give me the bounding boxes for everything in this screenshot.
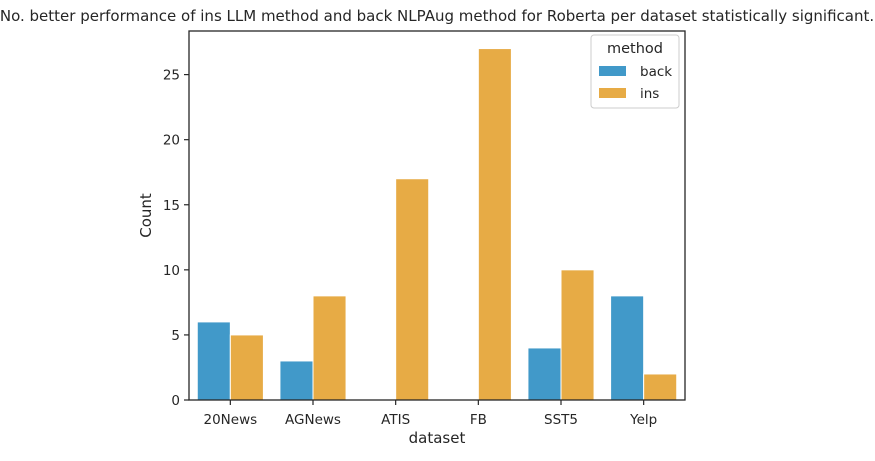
legend-title: method <box>607 41 663 57</box>
legend-swatch-ins <box>599 88 626 98</box>
x-tick-label-20News: 20News <box>203 412 257 428</box>
x-tick-label-SST5: SST5 <box>544 412 578 428</box>
bar-ins-ATIS <box>395 178 430 401</box>
legend-swatch-back <box>599 66 626 76</box>
bar-back-Yelp <box>610 295 645 401</box>
y-tick-label: 10 <box>163 263 180 279</box>
y-tick-label: 15 <box>163 198 180 214</box>
legend: method back ins <box>590 34 680 109</box>
bar-back-AGNews <box>279 360 314 401</box>
plot-frame <box>188 30 686 401</box>
y-axis-label: Count <box>137 193 155 238</box>
bar-ins-AGNews <box>312 295 347 401</box>
legend-label-back: back <box>640 64 672 80</box>
y-axis-ticks: 0 5 10 15 20 25 <box>163 68 189 409</box>
bar-back-20News <box>196 321 231 401</box>
bar-ins-FB <box>477 48 512 401</box>
y-tick-label: 20 <box>163 133 180 149</box>
y-tick-label: 25 <box>163 68 180 84</box>
bar-back-SST5 <box>527 347 562 401</box>
y-tick-label: 0 <box>171 393 180 409</box>
x-axis-ticks: 20News AGNews ATIS FB SST5 Yelp <box>203 400 657 428</box>
bars-layer <box>196 48 678 401</box>
bar-ins-Yelp <box>643 373 678 401</box>
x-axis-label: dataset <box>409 429 466 447</box>
legend-label-ins: ins <box>640 86 659 102</box>
y-tick-label: 5 <box>171 328 180 344</box>
x-tick-label-AGNews: AGNews <box>285 412 341 428</box>
x-tick-label-ATIS: ATIS <box>381 412 410 428</box>
x-tick-label-FB: FB <box>470 412 487 428</box>
x-tick-label-Yelp: Yelp <box>629 412 657 428</box>
chart-title: No. better performance of ins LLM method… <box>0 7 874 25</box>
bar-ins-SST5 <box>560 269 595 401</box>
bar-ins-20News <box>229 334 264 401</box>
